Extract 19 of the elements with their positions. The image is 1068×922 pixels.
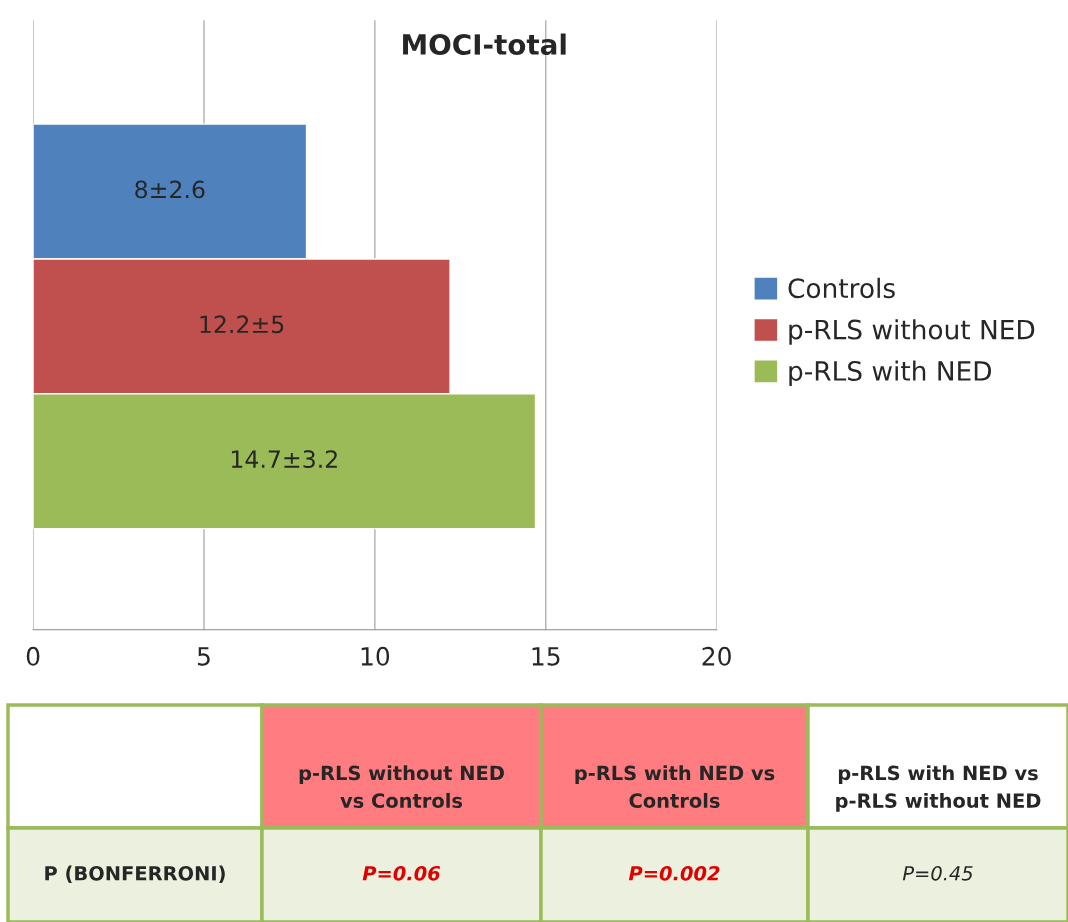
data-label: 8±2.6 [135,180,205,199]
legend-label: p-RLS without NED [789,319,1035,345]
x-tick-label: 0 [26,646,40,666]
text: p-RLS with NED vs p-RLS without NED [836,765,1041,812]
legend-label: Controls [788,277,895,299]
data-label: 12.2±5 [200,315,284,334]
x-tick-label: 20 [702,646,731,666]
text: p-RLS without NED vs Controls [299,765,504,808]
text: P=0.06 [362,865,441,881]
legend-label: p-RLS with NED [789,360,991,387]
text: P=0.002 [628,865,720,881]
x-tick-label: 10 [361,646,390,666]
x-tick-label: 15 [532,647,560,666]
x-tick-label: 5 [197,647,210,666]
data-label: 14.7±3.2 [231,450,337,469]
text: P=0.45 [902,865,973,881]
chart-title: MOCI-total [403,33,566,56]
text: P (BONFERRONI) [45,865,225,883]
text: p-RLS with NED vs Controls [575,765,775,808]
